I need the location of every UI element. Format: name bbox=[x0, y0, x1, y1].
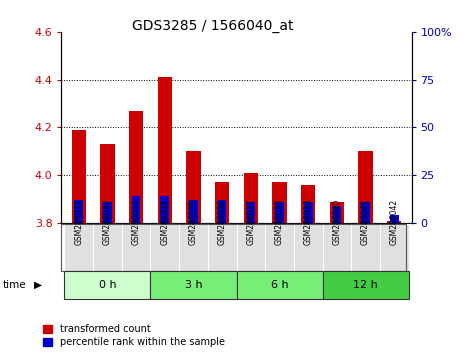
Text: ▶: ▶ bbox=[34, 280, 42, 290]
Bar bbox=[244, 173, 258, 223]
Bar bbox=[93, 224, 122, 271]
Text: GSM286037: GSM286037 bbox=[246, 199, 255, 245]
Text: GSM286031: GSM286031 bbox=[74, 199, 83, 245]
Bar bbox=[272, 182, 287, 223]
Text: GSM286033: GSM286033 bbox=[131, 199, 140, 245]
Bar bbox=[160, 196, 169, 223]
Bar bbox=[122, 224, 150, 271]
Bar bbox=[361, 202, 370, 223]
Text: time: time bbox=[2, 280, 26, 290]
Bar bbox=[150, 224, 179, 271]
Bar bbox=[71, 130, 86, 223]
Bar bbox=[189, 200, 198, 223]
Text: GSM286041: GSM286041 bbox=[361, 199, 370, 245]
Bar bbox=[301, 185, 315, 223]
Bar bbox=[103, 202, 112, 223]
Bar bbox=[390, 215, 399, 223]
Text: 0 h: 0 h bbox=[98, 280, 116, 290]
Bar bbox=[275, 202, 284, 223]
Bar bbox=[132, 196, 140, 223]
Bar bbox=[323, 271, 409, 299]
Text: GSM286032: GSM286032 bbox=[103, 199, 112, 245]
Text: 3 h: 3 h bbox=[184, 280, 202, 290]
Bar bbox=[351, 224, 380, 271]
Bar bbox=[179, 224, 208, 271]
Bar bbox=[64, 271, 150, 299]
Bar bbox=[380, 224, 409, 271]
Bar bbox=[304, 202, 313, 223]
Bar bbox=[294, 224, 323, 271]
Bar bbox=[186, 152, 201, 223]
Bar bbox=[100, 144, 114, 223]
Bar bbox=[236, 224, 265, 271]
Bar bbox=[246, 202, 255, 223]
Text: GSM286042: GSM286042 bbox=[390, 199, 399, 245]
Text: 12 h: 12 h bbox=[353, 280, 378, 290]
Bar bbox=[333, 206, 341, 223]
Text: GSM286034: GSM286034 bbox=[160, 199, 169, 245]
Bar bbox=[215, 182, 229, 223]
Bar bbox=[158, 77, 172, 223]
Text: GDS3285 / 1566040_at: GDS3285 / 1566040_at bbox=[132, 19, 294, 34]
Bar bbox=[218, 200, 227, 223]
Bar bbox=[330, 201, 344, 223]
Bar bbox=[387, 221, 402, 223]
Bar bbox=[208, 224, 236, 271]
Text: 6 h: 6 h bbox=[271, 280, 289, 290]
Bar bbox=[150, 271, 236, 299]
Bar bbox=[236, 271, 323, 299]
Legend: transformed count, percentile rank within the sample: transformed count, percentile rank withi… bbox=[43, 325, 225, 347]
Text: GSM286040: GSM286040 bbox=[333, 199, 342, 245]
Text: GSM286036: GSM286036 bbox=[218, 199, 227, 245]
Bar bbox=[323, 224, 351, 271]
Text: GSM286035: GSM286035 bbox=[189, 199, 198, 245]
Bar bbox=[64, 224, 93, 271]
Bar bbox=[74, 200, 83, 223]
Bar bbox=[359, 152, 373, 223]
Text: GSM286039: GSM286039 bbox=[304, 199, 313, 245]
Bar bbox=[129, 111, 143, 223]
Bar bbox=[265, 224, 294, 271]
Text: GSM286038: GSM286038 bbox=[275, 199, 284, 245]
